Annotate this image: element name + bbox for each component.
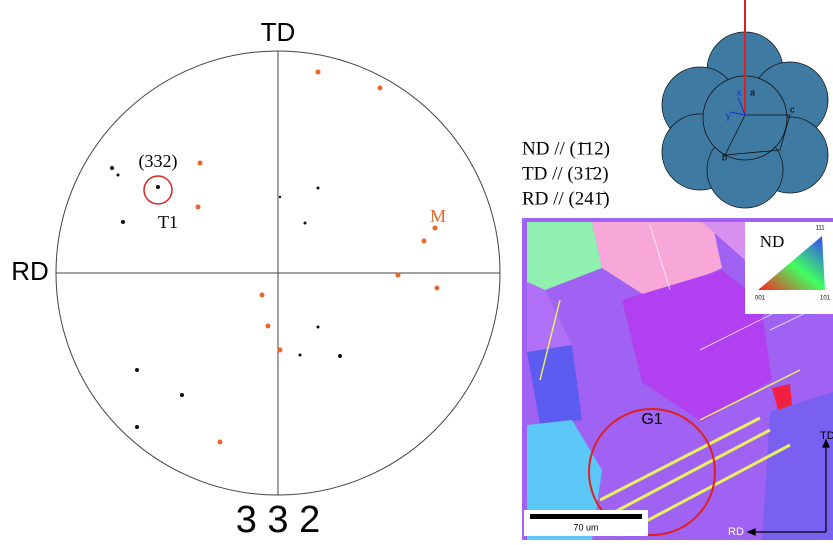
twin-bands <box>539 299 801 537</box>
sample-axis-label: TD <box>820 430 833 442</box>
orientation-line: ND // (1̄12) <box>522 138 610 159</box>
legend-corner: 111 <box>815 226 825 232</box>
crystal-inset <box>661 0 829 209</box>
legend-title: ND <box>760 232 785 251</box>
scale-bar <box>530 514 642 519</box>
twin-label: T1 <box>158 212 178 232</box>
twin-poles <box>110 166 342 429</box>
vertex-label: c <box>790 104 795 114</box>
ipf-triangle <box>758 236 825 290</box>
sample-axes <box>746 438 830 536</box>
matrix-poles <box>195 69 440 445</box>
td-label: TD <box>261 17 296 47</box>
highlight-circle <box>143 175 173 205</box>
rd-label: RD <box>11 256 49 286</box>
orientation: ND // (1̄12) TD // (31̄2) RD // (241̄) <box>522 138 610 209</box>
ebsd-map: G1 70 um ND 111 001 101 TD RD <box>522 218 833 540</box>
scale-label: 70 um <box>573 522 598 532</box>
orientation-line: RD // (241̄) <box>522 188 610 209</box>
sample-axis-label: RD <box>728 526 744 538</box>
grain-label: G1 <box>641 411 662 428</box>
vertex-label: a <box>750 87 755 97</box>
crystal-labels: x y a b c <box>722 87 795 162</box>
pole-figure: TD RD 3 3 2 (332) T1 M <box>11 17 501 541</box>
axis-label: y <box>726 110 731 120</box>
orientation-line: TD // (31̄2) <box>522 163 609 184</box>
legend-corner: 101 <box>820 296 831 302</box>
grain-circle <box>588 408 716 536</box>
vertex-label: b <box>722 152 727 162</box>
pole-title: 3 3 2 <box>236 499 321 541</box>
plane-label: (332) <box>139 151 178 172</box>
matrix-label: M <box>430 206 446 226</box>
axis-label: x <box>737 87 742 97</box>
legend-corner: 001 <box>755 296 766 302</box>
